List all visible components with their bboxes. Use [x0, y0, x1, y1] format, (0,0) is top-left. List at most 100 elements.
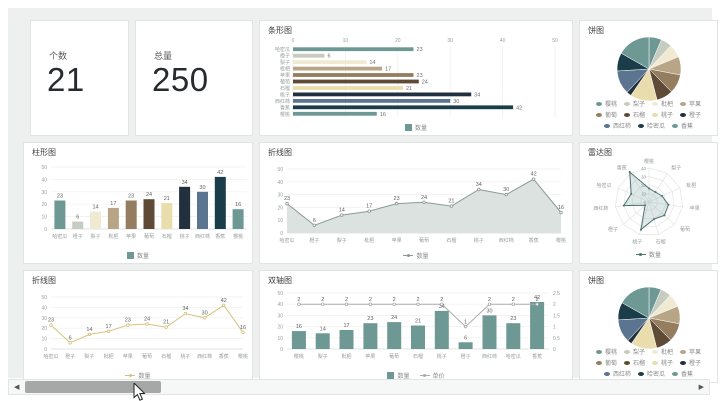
- scrollbar-thumb[interactable]: [25, 381, 161, 393]
- svg-text:石榴: 石榴: [446, 237, 456, 244]
- svg-text:30: 30: [277, 193, 283, 199]
- chart-legend: 数量: [24, 251, 252, 260]
- legend-item[interactable]: 数量: [404, 123, 427, 132]
- svg-text:42: 42: [531, 172, 537, 178]
- svg-text:哈密瓜: 哈密瓜: [275, 46, 290, 53]
- legend-item[interactable]: 数量: [403, 251, 429, 260]
- legend-item[interactable]: 哈密瓜: [637, 369, 665, 378]
- legend-item[interactable]: 香蕉: [672, 369, 693, 378]
- svg-text:30: 30: [503, 187, 509, 193]
- legend-item[interactable]: 梨子: [623, 99, 645, 108]
- legend-item[interactable]: 樱桃: [595, 347, 617, 356]
- svg-text:34: 34: [476, 182, 482, 188]
- legend-label: 葡萄: [604, 113, 617, 119]
- svg-text:17: 17: [385, 67, 391, 73]
- svg-text:橙子: 橙子: [461, 353, 471, 360]
- svg-text:香蕉: 香蕉: [529, 237, 539, 244]
- chart-legend: 樱桃 梨子 枇杷 苹果葡萄 石榴 桃子 橙子西红柿 哈密瓜 香蕉: [580, 347, 717, 378]
- svg-text:苹果: 苹果: [365, 353, 375, 360]
- dashboard-canvas: 个数 21 总量 250 条形图 0 10 20 30 40 50 23 哈密瓜 6 橙子 14 梨子…: [8, 8, 718, 383]
- scroll-left-arrow-icon[interactable]: ◀: [14, 384, 20, 391]
- legend-item[interactable]: 数量: [126, 251, 149, 260]
- svg-text:枇杷: 枇杷: [280, 66, 290, 73]
- legend-item[interactable]: 枇杷: [652, 99, 673, 108]
- svg-text:哈密瓜: 哈密瓜: [279, 237, 294, 244]
- legend-label: 单价: [432, 374, 445, 380]
- svg-text:16: 16: [558, 205, 564, 211]
- svg-text:42: 42: [221, 298, 227, 304]
- legend-item[interactable]: 石榴: [623, 358, 645, 367]
- column-chart: 0 10 20 30 40 50 23 哈密瓜 6 橙子 14 梨子 17 枇杷 23 苹果 24 葡萄 21 石榴 3…: [41, 165, 247, 240]
- legend-item[interactable]: 苹果: [680, 347, 701, 356]
- legend-item[interactable]: 单价: [419, 371, 445, 380]
- svg-text:石榴: 石榴: [413, 353, 423, 360]
- svg-text:10: 10: [41, 337, 47, 343]
- legend-label: 桃子: [661, 361, 674, 367]
- svg-text:20: 20: [395, 38, 401, 44]
- dot-legend-marker: [680, 112, 687, 117]
- pie-chart: [617, 286, 681, 350]
- svg-text:23: 23: [128, 193, 134, 199]
- chart-legend: 数量: [24, 371, 252, 380]
- svg-text:橙子: 橙子: [608, 226, 618, 233]
- svg-text:42: 42: [516, 105, 522, 111]
- legend-label: 苹果: [689, 102, 702, 108]
- legend-item[interactable]: 西红柿: [603, 121, 631, 130]
- svg-text:10: 10: [641, 192, 647, 197]
- dot-legend-marker: [652, 349, 658, 354]
- svg-text:30: 30: [447, 38, 453, 44]
- pie-chart: [616, 36, 682, 102]
- panel-line-chart: 折线图 0 10 20 30 40 50 23 哈密瓜 6 橙子 14 梨子 17 枇杷 23 苹果 24 葡萄 2…: [23, 270, 253, 383]
- svg-text:0: 0: [553, 347, 556, 353]
- svg-text:0: 0: [643, 200, 646, 205]
- svg-text:50: 50: [552, 38, 558, 44]
- legend-item[interactable]: 数量: [635, 250, 661, 259]
- legend-item[interactable]: 葡萄: [595, 110, 617, 119]
- svg-text:24: 24: [422, 80, 428, 86]
- svg-text:桃子: 桃子: [180, 353, 190, 360]
- legend-item[interactable]: 数量: [387, 371, 410, 380]
- svg-text:23: 23: [57, 193, 63, 199]
- dot-legend-marker: [623, 101, 630, 106]
- legend-item[interactable]: 西红柿: [603, 369, 631, 378]
- legend-item[interactable]: 香蕉: [672, 121, 693, 130]
- legend-item[interactable]: 数量: [125, 371, 151, 380]
- svg-text:23: 23: [510, 316, 516, 322]
- svg-text:30: 30: [486, 308, 492, 314]
- svg-text:2.5: 2.5: [553, 291, 560, 297]
- chart-legend: 数量: [260, 123, 572, 132]
- svg-text:葡萄: 葡萄: [389, 353, 399, 360]
- dot-legend-marker: [637, 123, 644, 128]
- svg-text:20: 20: [41, 326, 47, 332]
- svg-text:哈密瓜: 哈密瓜: [597, 182, 612, 189]
- legend-item[interactable]: 苹果: [680, 99, 701, 108]
- panel-column-chart: 柱形图 0 10 20 30 40 50 23 哈密瓜 6 橙子 14 梨子 17 枇杷 23 苹果 24 葡萄 2…: [23, 142, 253, 264]
- legend-label: 枇杷: [661, 350, 674, 356]
- kpi-label: 总量: [154, 51, 173, 61]
- legend-item[interactable]: 橙子: [680, 358, 701, 367]
- horizontal-scrollbar[interactable]: ◀ ▶: [8, 379, 710, 395]
- horizontal-bar-chart: 0 10 20 30 40 50 23 哈密瓜 6 橙子 14 梨子 17 枇杷 23 苹果 24 葡萄 21 石榴 3…: [275, 38, 558, 118]
- svg-text:哈密瓜: 哈密瓜: [52, 233, 67, 240]
- svg-text:30: 30: [277, 313, 283, 319]
- legend-item[interactable]: 枇杷: [652, 347, 673, 356]
- svg-text:23: 23: [367, 316, 373, 322]
- legend-item[interactable]: 桃子: [652, 358, 673, 367]
- legend-item[interactable]: 樱桃: [595, 99, 617, 108]
- legend-item[interactable]: 梨子: [623, 347, 645, 356]
- legend-item[interactable]: 哈密瓜: [637, 121, 665, 130]
- panel-dual-axis-chart: 双轴图 0 10 20 30 40 50 0 0.5 1 1.5 2 2.5 16 樱桃 14 梨子 17 枇杷 2…: [259, 270, 573, 383]
- svg-text:23: 23: [417, 47, 423, 53]
- svg-text:40: 40: [277, 180, 283, 186]
- legend-item[interactable]: 桃子: [652, 110, 673, 119]
- legend-item[interactable]: 橙子: [680, 110, 701, 119]
- legend-item[interactable]: 石榴: [623, 110, 645, 119]
- svg-text:桃子: 桃子: [437, 353, 447, 360]
- dot-legend-marker: [595, 349, 602, 354]
- scroll-right-arrow-icon[interactable]: ▶: [698, 384, 704, 391]
- svg-text:30: 30: [199, 185, 205, 191]
- svg-text:30: 30: [41, 316, 47, 322]
- dual-axis-chart: 0102030405000.511.522.516樱桃14梨子17枇杷23苹果2…: [277, 291, 560, 360]
- legend-item[interactable]: 葡萄: [595, 358, 617, 367]
